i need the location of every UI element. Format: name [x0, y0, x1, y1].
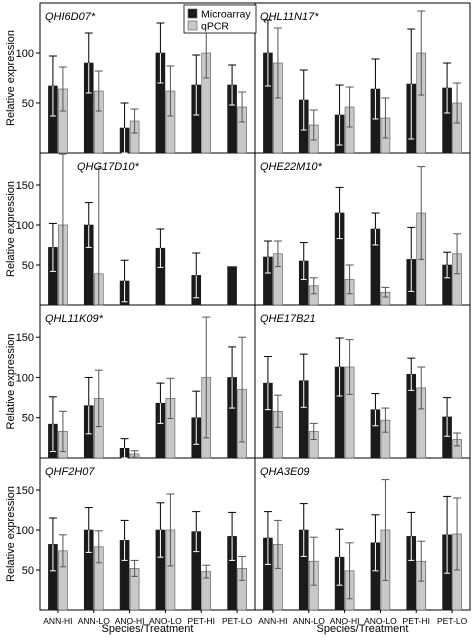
panel-title: QHE22M10* [260, 161, 322, 173]
x-tick-label: ANN-LO [293, 616, 326, 626]
y-tick-label: 150 [16, 332, 34, 344]
y-tick-label: 100 [16, 48, 34, 60]
bar-microarray [227, 266, 237, 306]
y-axis-label: Relative expression [5, 334, 17, 430]
x-tick-label: ANN-HI [43, 616, 72, 626]
y-tick-label: 100 [16, 372, 34, 384]
panel-title: QHL11N17* [260, 11, 319, 23]
y-tick-label: 50 [22, 413, 34, 425]
x-tick-label: PET-HI [403, 616, 430, 626]
x-tick-label: ANO-LO [149, 616, 182, 626]
y-axis-label: Relative expression [5, 486, 17, 582]
x-tick-label: ANN-HI [258, 616, 287, 626]
x-tick-label: PET-LO [222, 616, 253, 626]
x-tick-label: PET-LO [437, 616, 468, 626]
y-axis-label: Relative expression [5, 30, 17, 126]
y-tick-label: 100 [16, 220, 34, 232]
legend-label: Microarray [201, 9, 251, 21]
x-tick-label: ANO-HI [330, 616, 360, 626]
x-axis-label: Species/Treatment [102, 623, 194, 635]
y-tick-label: 50 [22, 260, 34, 272]
x-tick-label: ANN-LO [78, 616, 111, 626]
y-tick-label: 150 [16, 180, 34, 192]
panel-title: QHG17D10* [77, 161, 139, 173]
x-tick-label: ANO-HI [115, 616, 145, 626]
x-axis-label: Species/Treatment [317, 623, 409, 635]
y-axis-label: Relative expression [5, 181, 17, 277]
panel-title: QHF2H07 [45, 466, 95, 478]
y-tick-label: 100 [16, 525, 34, 537]
legend-swatch-microarray [187, 8, 198, 19]
y-tick-label: 50 [22, 565, 34, 577]
y-tick-label: 50 [22, 98, 34, 110]
y-tick-label: 150 [16, 485, 34, 497]
panel-title: QHI6D07* [45, 11, 96, 23]
panel-title: QHE17B21 [260, 313, 316, 325]
x-tick-label: PET-HI [188, 616, 215, 626]
x-tick-label: ANO-LO [364, 616, 397, 626]
panel-title: QHA3E09 [260, 466, 310, 478]
legend-swatch-qpcr [187, 20, 198, 31]
legend-label: qPCR [201, 21, 229, 33]
panel-title: QHL11K09* [45, 313, 104, 325]
